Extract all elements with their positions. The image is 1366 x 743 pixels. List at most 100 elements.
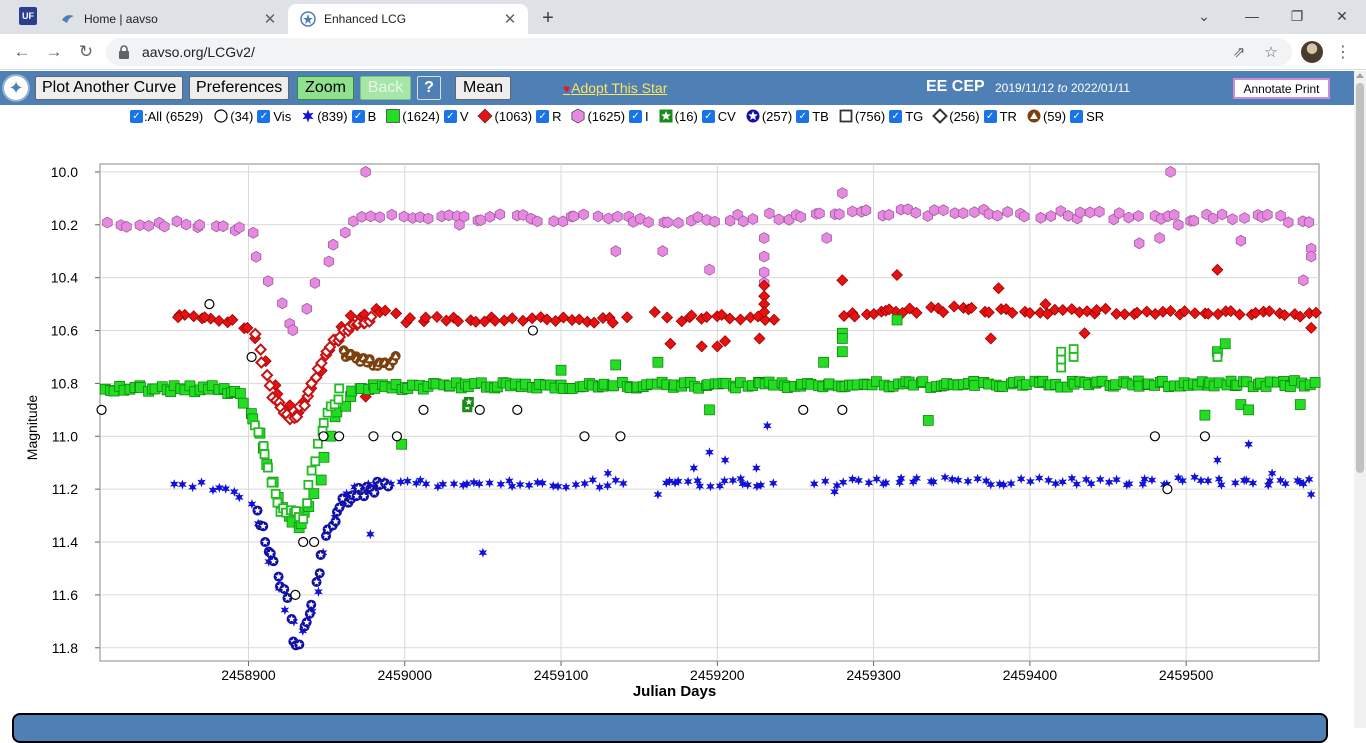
series-sr [338,345,401,372]
data-point-i [518,209,529,221]
profile-avatar[interactable] [1301,41,1323,63]
close-window-icon[interactable]: ✕ [1336,7,1348,24]
data-point-r [606,316,619,329]
data-point-b [571,479,581,490]
data-point-r [860,308,873,321]
back-button[interactable]: Back [360,76,411,100]
zoom-button[interactable]: Zoom [297,76,354,100]
legend-band-name: CV [717,108,736,124]
data-point-tg [1056,362,1067,373]
mean-button[interactable]: Mean [455,76,511,100]
data-point-b [809,478,819,489]
url-omnibox[interactable]: aavso.org/LCGv2/ ⇗ ☆ [106,38,1292,66]
aavso-logo-icon[interactable]: ✦ [2,74,30,102]
data-point-b [485,478,494,488]
band-checkbox-sr[interactable]: ✓ [1070,109,1084,123]
uf-app-icon[interactable]: UF [19,7,37,25]
data-point-i [759,250,770,263]
share-icon[interactable]: ⇗ [1232,44,1246,61]
data-point-i [484,210,495,223]
data-point-v [652,356,664,368]
light-curve-chart[interactable]: 10.0 10.2 10.4 10.6 10.8 11.0 11.2 11.4 11.6 11.8… [0,126,1354,710]
band-checkbox-b[interactable]: ✓ [351,109,365,123]
x-axis-label: Julian Days [633,683,716,700]
data-point-b [947,474,957,485]
data-point-r [984,332,997,345]
data-point-b [940,472,950,483]
data-point-r [526,312,539,325]
data-point-b [1096,474,1105,485]
data-point-vis [837,404,848,415]
data-point-tb [260,537,271,548]
data-point-r [596,312,609,324]
band-checkbox-tg[interactable]: ✓ [889,109,903,123]
minimize-icon[interactable]: — [1245,8,1259,24]
tab-home-aavso[interactable]: Home | aavso ✕ [48,4,288,34]
data-point-b [689,463,699,473]
data-point-v [1219,338,1231,350]
reload-icon[interactable]: ↻ [78,42,94,61]
band-checkbox-vis[interactable]: ✓ [257,109,271,123]
data-point-b [693,475,702,486]
band-checkbox-tr[interactable]: ✓ [983,109,997,123]
data-point-i [1133,210,1144,222]
band-checkbox-tb[interactable]: ✓ [796,109,810,123]
data-point-i [1262,208,1273,221]
y-tick-label: 10.4 [51,270,78,286]
data-point-r [734,313,747,326]
plot-another-curve-button[interactable]: Plot Another Curve [35,76,184,100]
data-point-b [412,478,421,489]
data-point-r [1006,306,1019,319]
data-point-i [662,216,673,229]
data-point-tb [294,639,305,650]
data-point-i [747,213,759,225]
restore-icon[interactable]: ❐ [1290,7,1304,24]
forward-arrow-icon[interactable]: → [45,42,63,61]
legend-item-b: (839) ✓ B [296,108,381,124]
scrollbar-thumb[interactable] [1356,83,1364,473]
data-point-r [695,340,708,353]
data-point-b [1214,474,1224,485]
band-checkbox-cv[interactable]: ✓ [701,109,715,123]
data-point-cv [463,396,474,407]
preferences-button[interactable]: Preferences [189,76,290,100]
data-point-tg [310,456,321,467]
annotate-print-button[interactable]: Annotate Print [1233,78,1330,99]
page-scrollbar[interactable] [1354,71,1366,728]
address-bar: ← → ↻ aavso.org/LCGv2/ ⇗ ☆ ⋮ [0,34,1366,70]
band-checkbox-v[interactable]: ✓ [443,109,457,123]
tab-search-chevron-icon[interactable]: ⌄ [1198,7,1210,24]
new-tab-plus-icon[interactable]: + [542,6,554,29]
data-point-r [1310,306,1322,319]
close-tab-icon[interactable]: ✕ [503,11,517,28]
data-point-b [986,479,996,490]
help-button[interactable]: ? [417,76,441,100]
data-point-b [1306,489,1316,500]
tab-enhanced-lcg[interactable]: Enhanced LCG ✕ [288,4,528,34]
data-point-b [1081,474,1091,485]
data-point-tg [1056,354,1067,365]
tab-title: Enhanced LCG [324,12,407,26]
band-checkbox-r[interactable]: ✓ [536,109,550,123]
band-checkbox-i[interactable]: ✓ [629,109,643,123]
data-point-b [1138,479,1148,490]
close-tab-icon[interactable]: ✕ [263,11,277,28]
data-point-b [1016,473,1026,484]
data-point-i [475,214,486,227]
legend-item-v: (1624) ✓ V [381,108,473,124]
data-point-i [494,208,506,221]
back-arrow-icon[interactable]: ← [13,42,31,61]
data-point-b [449,478,459,489]
browser-menu-icon[interactable]: ⋮ [1335,44,1351,61]
data-point-b [1051,478,1060,489]
y-axis-label: Magnitude [24,395,40,461]
data-point-i [847,205,858,218]
adopt-star-link[interactable]: ♥Adopt This Star [563,80,667,96]
data-point-v [237,397,249,409]
data-point-r [758,290,771,303]
band-checkbox-all[interactable]: ✓ [130,109,143,123]
bookmark-star-icon[interactable]: ☆ [1264,44,1278,61]
light-curve-svg[interactable]: 10.0 10.2 10.4 10.6 10.8 11.0 11.2 11.4 11.6 11.8… [0,126,1354,710]
scroll-up-arrow-icon[interactable] [1356,73,1364,78]
data-point-b [1217,479,1226,490]
